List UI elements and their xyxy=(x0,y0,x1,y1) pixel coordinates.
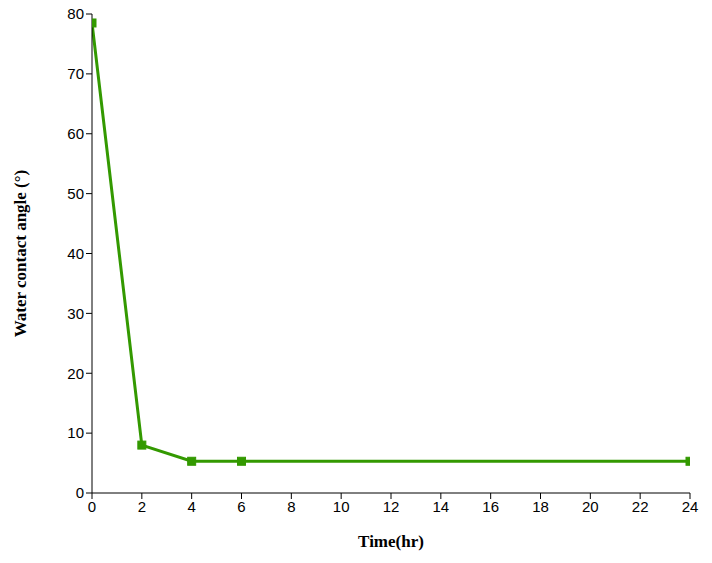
svg-text:18: 18 xyxy=(532,498,549,515)
svg-text:4: 4 xyxy=(187,498,195,515)
svg-text:22: 22 xyxy=(632,498,649,515)
svg-text:30: 30 xyxy=(67,305,84,322)
svg-text:60: 60 xyxy=(67,125,84,142)
svg-text:10: 10 xyxy=(333,498,350,515)
svg-text:6: 6 xyxy=(237,498,245,515)
svg-text:16: 16 xyxy=(482,498,499,515)
svg-text:2: 2 xyxy=(138,498,146,515)
svg-text:80: 80 xyxy=(67,5,84,22)
svg-text:Water contact angle (°): Water contact angle (°) xyxy=(11,170,30,337)
svg-text:20: 20 xyxy=(67,365,84,382)
svg-text:50: 50 xyxy=(67,185,84,202)
svg-text:40: 40 xyxy=(67,245,84,262)
svg-text:0: 0 xyxy=(88,498,96,515)
svg-text:Time(hr): Time(hr) xyxy=(358,532,424,551)
svg-text:12: 12 xyxy=(383,498,400,515)
svg-text:70: 70 xyxy=(67,65,84,82)
svg-text:8: 8 xyxy=(287,498,295,515)
svg-text:24: 24 xyxy=(682,498,699,515)
svg-text:10: 10 xyxy=(67,424,84,441)
svg-text:0: 0 xyxy=(76,484,84,501)
svg-text:20: 20 xyxy=(582,498,599,515)
svg-text:14: 14 xyxy=(432,498,449,515)
